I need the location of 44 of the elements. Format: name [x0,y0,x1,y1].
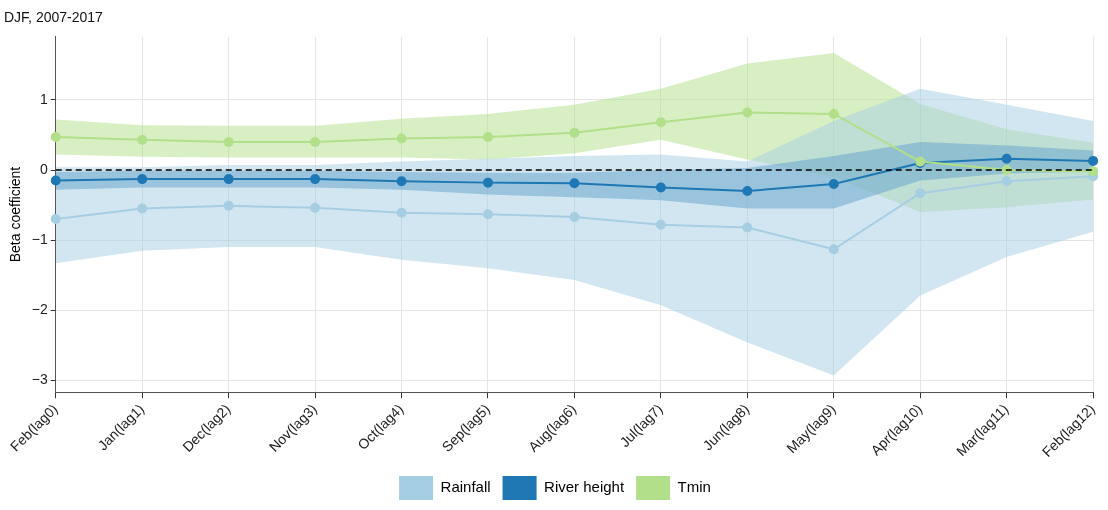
point [137,134,148,145]
point [569,127,580,138]
point [742,186,753,197]
point [50,214,61,225]
point [50,132,61,143]
point [310,202,321,213]
point [828,108,839,119]
point [223,174,234,185]
chart-title: DJF, 2007-2017 [4,9,104,26]
point [828,179,839,190]
point [50,175,61,186]
point [483,209,493,220]
legend-label: River height [544,478,625,496]
point [310,174,321,185]
point [742,107,753,118]
y-tick-label: 0 [39,160,48,177]
y-tick-label: −1 [31,230,48,247]
legend-label: Tmin [677,478,711,496]
point [137,203,148,214]
point [483,177,493,188]
point [396,207,407,218]
point [915,188,926,199]
point [483,132,493,143]
y-tick-label: −2 [31,301,48,318]
point [223,200,234,211]
y-axis-title: Beta coefficient [7,166,24,263]
point [569,211,580,222]
point [137,174,148,185]
point [569,178,580,189]
point [655,182,666,193]
legend-label: Rainfall [440,478,491,496]
y-tick-label: 1 [39,90,48,107]
point [396,176,407,187]
point [655,219,666,230]
point [828,244,839,255]
point [310,136,321,147]
point [1001,153,1012,164]
point [396,133,407,144]
y-tick-label: −3 [31,371,48,388]
point [742,222,753,233]
point [223,136,234,147]
point [1001,176,1012,187]
point [655,117,666,128]
point [1088,155,1099,166]
